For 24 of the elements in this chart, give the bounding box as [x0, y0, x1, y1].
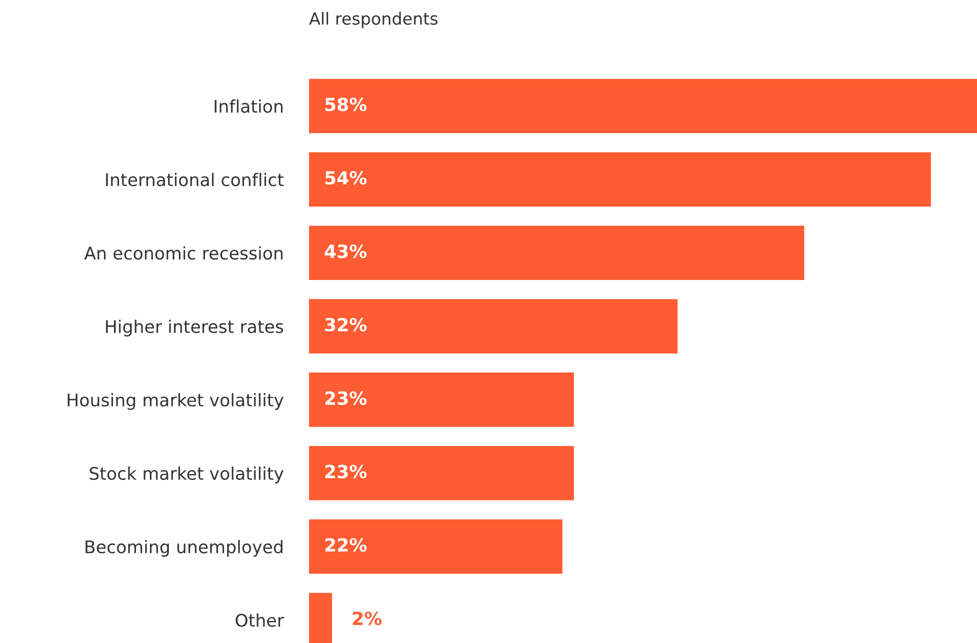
data-label: 23% — [325, 391, 367, 405]
bar — [309, 78, 977, 134]
bar — [309, 372, 574, 427]
y-tick-label: Inflation — [214, 99, 283, 113]
y-tick-label: Higher interest rates — [106, 320, 284, 336]
data-label: 43% — [324, 244, 367, 258]
y-tick-label: Stock market volatility — [90, 466, 284, 484]
bar — [309, 226, 804, 280]
bar — [309, 446, 574, 500]
y-tick-label: An economic recession — [84, 246, 283, 260]
data-label: 2% — [352, 612, 382, 626]
data-label: 58% — [325, 98, 367, 112]
y-tick-label: Other — [236, 613, 284, 627]
bar — [309, 152, 931, 207]
y-tick-label: Housing market volatility — [68, 393, 284, 410]
data-label: 32% — [325, 318, 367, 332]
y-tick-label: International conflict — [106, 172, 284, 186]
bar — [309, 299, 678, 354]
data-label: 22% — [325, 538, 367, 552]
data-label: 54% — [325, 171, 367, 185]
y-tick-label: Becoming unemployed — [86, 540, 282, 557]
chart-title: All respondents — [309, 12, 438, 28]
bar — [309, 519, 562, 574]
data-label: 23% — [325, 464, 367, 478]
